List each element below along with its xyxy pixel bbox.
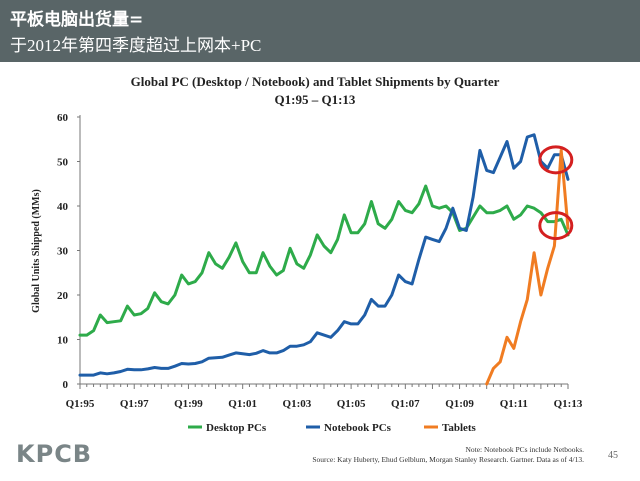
legend-label: Notebook PCs	[324, 422, 392, 434]
legend-label: Tablets	[442, 422, 477, 434]
header-banner: 平板电脑出货量= 于2012年第四季度超过上网本+PC	[0, 0, 640, 62]
x-tick-label: Q1:13	[554, 398, 583, 410]
highlight-circle-desktop-end	[538, 211, 574, 241]
legend: Desktop PCs Notebook PCs Tablets	[188, 422, 477, 434]
legend-label: Desktop PCs	[206, 422, 267, 434]
x-tick-label: Q1:99	[174, 398, 203, 410]
series-line-desktop-pcs	[78, 184, 570, 337]
x-tick-label: Q1:09	[445, 398, 474, 410]
x-tick-label: Q1:05	[337, 398, 366, 410]
x-tick-label: Q1:03	[283, 398, 312, 410]
chart-title: Global PC (Desktop / Notebook) and Table…	[131, 74, 500, 89]
y-tick-label: 0	[63, 379, 69, 391]
y-tick-label: 40	[57, 201, 69, 213]
series-line-tablets	[485, 148, 570, 386]
kpcb-logo: KPCB	[16, 440, 93, 468]
header-subtitle: 于2012年第四季度超过上网本+PC	[10, 36, 262, 55]
y-tick-label: 50	[57, 157, 69, 169]
x-tick-label: Q1:01	[228, 398, 257, 410]
x-tick-label: Q1:11	[500, 398, 528, 410]
x-tick-label: Q1:07	[391, 398, 420, 410]
shipments-chart: Global PC (Desktop / Notebook) and Table…	[31, 74, 583, 434]
chart-subtitle: Q1:95 – Q1:13	[275, 92, 356, 107]
source-note: Source: Katy Huberty, Ehud Gelblum, Morg…	[312, 455, 584, 464]
highlight-circle-notebook-peak	[538, 145, 574, 175]
y-tick-label: 10	[57, 335, 69, 347]
y-axis-label: Global Units Shipped (MMs)	[31, 189, 42, 313]
plot-area: 0 10 20 30 40 50 60 Q1:95 Q1:97 Q1:99 Q1:01 Q1:03 Q1…	[57, 112, 583, 410]
x-tick-label: Q1:95	[66, 398, 95, 410]
y-tick-label: 60	[57, 112, 69, 124]
page-number: 45	[608, 450, 618, 461]
x-tick-label: Q1:97	[120, 398, 149, 410]
y-tick-label: 30	[57, 246, 69, 258]
y-tick-label: 20	[57, 290, 69, 302]
header-title: 平板电脑出货量=	[10, 10, 144, 30]
footnote: Note: Notebook PCs include Netbooks.	[465, 445, 584, 454]
series-line-notebook-pcs	[78, 133, 570, 377]
